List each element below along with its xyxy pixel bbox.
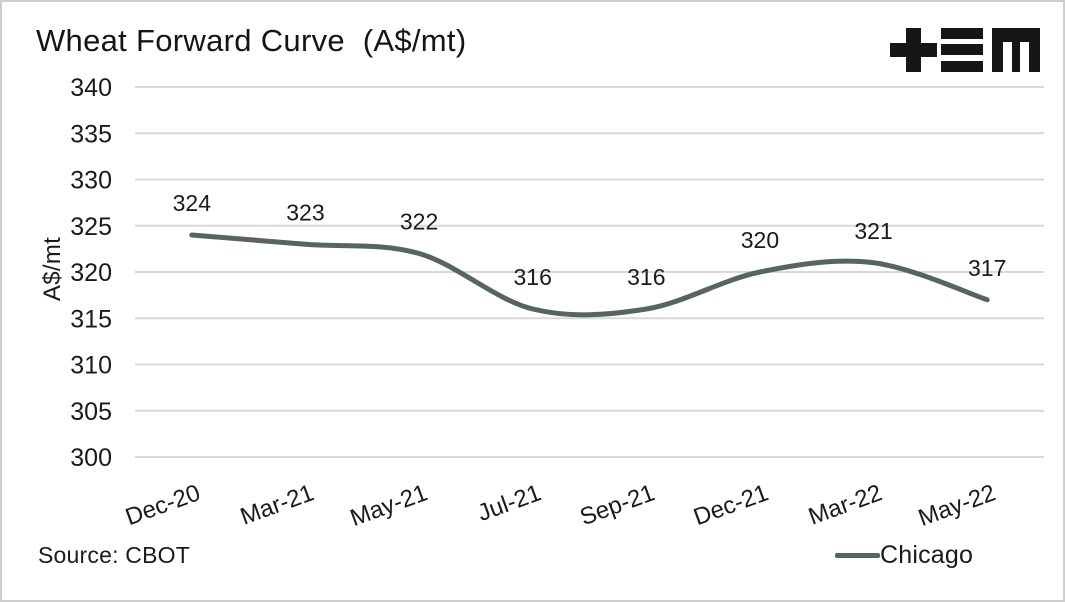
y-axis-tick-label: 325	[70, 213, 112, 241]
y-axis-tick-label: 310	[70, 352, 112, 380]
x-axis-tick-label: Mar-21	[237, 479, 318, 530]
data-label: 321	[854, 218, 892, 244]
legend-series-label: Chicago	[880, 540, 974, 569]
data-label: 317	[968, 255, 1006, 281]
y-axis-tick-label: 335	[70, 120, 112, 148]
data-label: 322	[400, 209, 438, 235]
y-axis-tick-label: 315	[70, 305, 112, 333]
y-axis-tick-label: 340	[70, 74, 112, 102]
x-axis-tick-label: Sep-21	[576, 479, 658, 531]
x-axis-tick-label: Mar-22	[805, 479, 886, 530]
x-axis-tick-label: Jul-21	[474, 479, 545, 527]
y-axis-tick-label: 305	[70, 398, 112, 426]
tem-logo	[890, 28, 1040, 72]
data-label: 323	[286, 199, 324, 225]
data-label: 320	[741, 227, 779, 253]
x-axis-tick-label: Dec-21	[690, 479, 772, 531]
triple-bar-icon	[941, 28, 983, 72]
legend-line-swatch	[835, 552, 880, 558]
data-label: 324	[173, 190, 212, 216]
y-axis-tick-label: 320	[70, 259, 112, 287]
data-label: 316	[514, 264, 552, 290]
x-axis-tick-label: Dec-20	[122, 479, 204, 531]
x-axis-tick-label: May-21	[347, 479, 431, 532]
y-axis-tick-label: 330	[70, 167, 112, 195]
series-line-chicago	[189, 232, 990, 318]
m-glyph-icon	[992, 28, 1040, 72]
plus-icon	[890, 28, 937, 72]
data-label: 316	[627, 264, 665, 290]
legend: Chicago	[835, 540, 973, 570]
chart-title: Wheat Forward Curve (A$/mt)	[36, 23, 467, 58]
source-note: Source: CBOT	[38, 542, 190, 568]
x-axis-tick-label: May-22	[915, 479, 999, 532]
y-axis-tick-label: 300	[70, 444, 112, 472]
